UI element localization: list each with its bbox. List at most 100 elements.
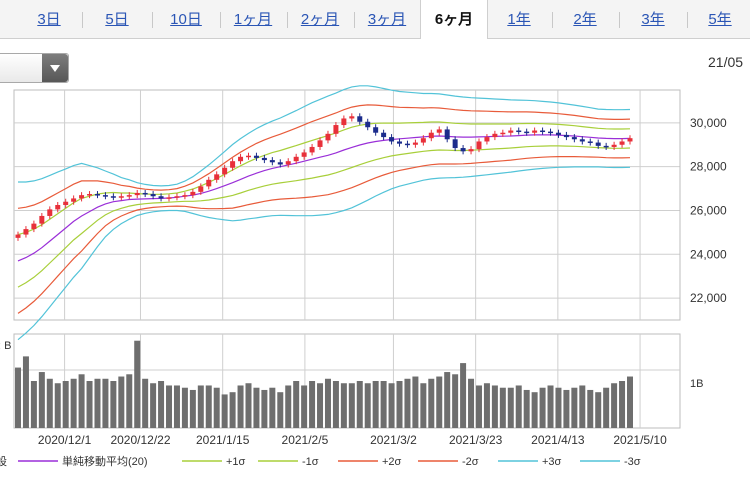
volume-bar <box>189 389 196 428</box>
candle-body <box>87 194 93 196</box>
candle-body <box>412 142 418 145</box>
legend: 設 単純移動平均(20) +1σ -1σ +2σ -2σ +3σ -3σ <box>0 454 641 468</box>
tab-1-month[interactable]: 1ヶ月 <box>233 11 273 28</box>
candle-body <box>253 155 259 158</box>
candle-body <box>206 179 212 187</box>
candle-body <box>126 195 132 197</box>
candle-body <box>39 215 45 224</box>
price-plot-area <box>13 89 681 321</box>
legend-entry: +2σ <box>382 456 402 468</box>
candle-body <box>389 137 395 142</box>
candle-body <box>110 196 116 198</box>
volume-bar <box>627 376 633 428</box>
candle-body <box>548 131 554 134</box>
candle-body <box>31 223 37 230</box>
candle-body <box>532 130 538 133</box>
volume-bar <box>340 383 347 428</box>
candle-body <box>500 132 506 135</box>
date-tick-label: 2021/2/5 <box>282 433 329 447</box>
date-axis: 2020/12/1 2020/12/22 2021/1/15 2021/2/5 2021… <box>38 433 667 447</box>
candle-body <box>524 131 530 134</box>
period-tab-bar: 3日 5日 10日 1ヶ月 2ヶ月 3ヶ月 6ヶ月 1年 2年 3年 5年 <box>0 0 750 39</box>
candle-body <box>365 121 371 128</box>
volume-bar <box>611 383 618 428</box>
tab-separator <box>687 12 688 28</box>
date-tick-label: 2021/5/10 <box>613 433 667 447</box>
volume-bar <box>563 389 570 428</box>
dropdown-button[interactable] <box>42 54 68 82</box>
volume-bar <box>539 387 546 428</box>
volume-bar <box>531 392 538 428</box>
volume-bar <box>404 378 411 428</box>
tab-2-years[interactable]: 2年 <box>573 11 597 28</box>
candle-body <box>492 133 498 138</box>
volume-bar <box>603 387 610 428</box>
volume-bar <box>436 376 443 428</box>
candle-body <box>15 234 21 238</box>
candle-body <box>325 133 331 141</box>
tab-3-months[interactable]: 3ヶ月 <box>367 11 407 28</box>
candle-body <box>436 129 442 133</box>
volume-bar <box>38 372 45 428</box>
candle-body <box>182 195 188 197</box>
candle-body <box>102 195 108 197</box>
tab-3-years[interactable]: 3年 <box>641 11 665 28</box>
tab-10-days[interactable]: 10日 <box>170 11 202 28</box>
volume-bar <box>468 378 475 428</box>
volume-bar <box>515 385 522 428</box>
candle-body <box>555 132 561 135</box>
legend-entry: 単純移動平均(20) <box>62 454 148 468</box>
volume-axis-label: : B <box>0 340 11 352</box>
legend-entry: +1σ <box>226 456 246 468</box>
date-label: 21/05 <box>708 54 744 70</box>
candle-body <box>476 141 482 150</box>
candle-body <box>444 129 450 140</box>
tab-separator <box>82 12 83 28</box>
candle-body <box>79 195 85 199</box>
volume-bar <box>372 381 379 428</box>
candle-body <box>627 138 633 142</box>
volume-bar <box>54 383 61 428</box>
volume-bar <box>15 367 21 428</box>
volume-bar <box>317 383 324 428</box>
candle-body <box>571 137 577 140</box>
candle-body <box>174 196 180 198</box>
volume-bar <box>380 381 387 428</box>
tab-1-year[interactable]: 1年 <box>507 11 531 28</box>
volume-bar <box>475 385 482 428</box>
tab-3-days[interactable]: 3日 <box>37 11 61 28</box>
volume-bar <box>499 387 506 428</box>
volume-bars <box>15 340 633 428</box>
candle-body <box>540 130 546 133</box>
candle-body <box>611 144 617 147</box>
tab-5-years[interactable]: 5年 <box>708 11 732 28</box>
candle-body <box>619 141 625 145</box>
volume-bar <box>348 383 355 428</box>
candle-body <box>381 132 387 138</box>
candle-body <box>595 142 601 146</box>
candle-body <box>150 194 156 197</box>
tab-5-days[interactable]: 5日 <box>105 11 129 28</box>
volume-bar <box>547 385 554 428</box>
tab-6-months[interactable]: 6ヶ月 <box>420 0 488 39</box>
candle-body <box>166 197 172 199</box>
candle-body <box>333 125 339 134</box>
volume-bar <box>293 381 300 428</box>
volume-bar <box>197 385 204 428</box>
chart-type-select[interactable] <box>0 53 69 83</box>
volume-bar <box>110 381 117 428</box>
tab-separator <box>619 12 620 28</box>
legend-entry: -2σ <box>462 456 479 468</box>
candle-body <box>118 196 124 198</box>
volume-bar <box>388 383 395 428</box>
volume-bar <box>444 372 451 428</box>
candlesticks <box>15 113 633 241</box>
plus-3-sigma-line <box>18 85 631 187</box>
volume-bar <box>595 392 602 428</box>
tab-2-months[interactable]: 2ヶ月 <box>300 11 340 28</box>
volume-bar <box>364 383 371 428</box>
tab-separator <box>152 12 153 28</box>
candle-body <box>55 205 61 210</box>
volume-bar <box>579 385 586 428</box>
